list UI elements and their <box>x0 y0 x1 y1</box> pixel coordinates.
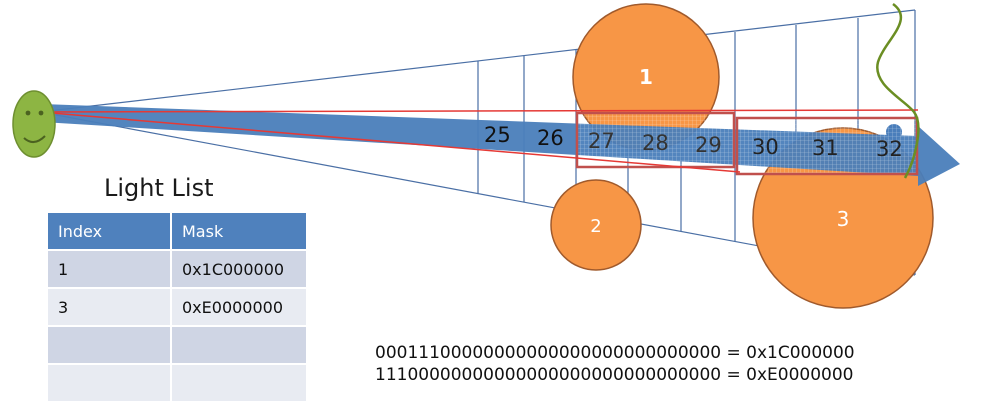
cell-mask: 0x1C000000 <box>170 249 308 289</box>
cell-mask: 0xE0000000 <box>170 287 308 327</box>
cell-mask <box>170 363 308 403</box>
binary-mask-equations: 00011100000000000000000000000000 = 0x1C0… <box>375 342 855 386</box>
cell-index <box>46 363 172 403</box>
table-header-row: Index Mask <box>46 211 308 251</box>
cluster-labels: 25 26 27 28 29 30 31 32 <box>484 123 903 161</box>
cell-index <box>46 325 172 365</box>
cluster-label: 32 <box>876 137 903 161</box>
cell-index: 3 <box>46 287 172 327</box>
binary-line: 00011100000000000000000000000000 = 0x1C0… <box>375 343 855 363</box>
table-row <box>46 363 308 403</box>
table-row: 1 0x1C000000 <box>46 249 308 289</box>
light-list-title: Light List <box>104 174 214 202</box>
falloff-curve <box>876 2 920 179</box>
light-1-label: 1 <box>639 65 653 89</box>
light-1-cluster-range <box>575 111 736 169</box>
cluster-label: 29 <box>695 133 722 157</box>
table-row <box>46 325 308 365</box>
cluster-label: 27 <box>588 129 615 153</box>
cluster-label: 28 <box>642 131 669 155</box>
cluster-label: 26 <box>537 126 564 150</box>
view-ray <box>42 104 960 186</box>
cluster-label: 25 <box>484 123 511 147</box>
column-header-mask: Mask <box>170 211 308 251</box>
table-row: 3 0xE0000000 <box>46 287 308 327</box>
light-2-label: 2 <box>590 216 601 237</box>
column-header-index: Index <box>46 211 172 251</box>
cluster-label: 30 <box>752 135 779 159</box>
ray-bounds <box>39 109 919 173</box>
cell-mask <box>170 325 308 365</box>
cell-index: 1 <box>46 249 172 289</box>
cluster-label: 31 <box>812 136 839 160</box>
light-2-sphere <box>550 179 642 271</box>
light-3-label: 3 <box>837 207 850 231</box>
light-3-cluster-range <box>735 116 919 176</box>
light-list-table: Index Mask 1 0x1C000000 3 0xE0000000 <box>46 211 308 403</box>
binary-line: 11100000000000000000000000000000 = 0xE00… <box>375 365 854 385</box>
viewer-face-icon <box>12 90 56 158</box>
